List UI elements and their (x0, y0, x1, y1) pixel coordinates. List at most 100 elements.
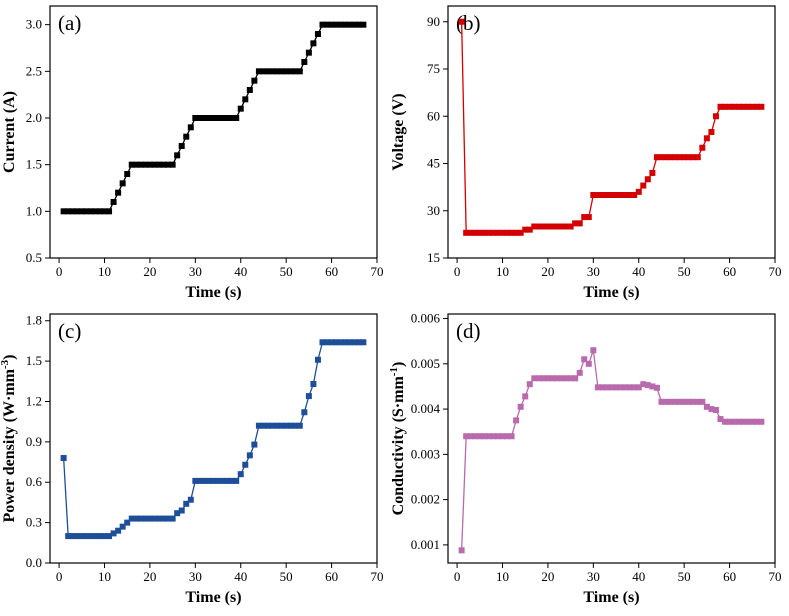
data-point (301, 409, 308, 416)
data-point (485, 433, 492, 440)
data-point (572, 220, 579, 227)
data-point (526, 226, 533, 233)
x-tick-label: 60 (325, 264, 338, 279)
y-tick-label: 1.5 (26, 353, 42, 368)
data-point (292, 68, 299, 75)
data-point (472, 433, 479, 440)
data-point (305, 393, 312, 400)
y-tick-label: 90 (427, 14, 440, 29)
data-point (458, 18, 465, 25)
plot-frame (447, 5, 776, 259)
data-point (160, 161, 167, 168)
data-point (287, 68, 294, 75)
chart-panel-b: 0 10 20 30 40 50 60 70 15 30 45 60 75 90 Time (s) Volta… (390, 5, 782, 301)
data-point (278, 422, 285, 429)
data-point (603, 384, 610, 391)
data-point (749, 418, 756, 425)
y-axis-label-suffix: ) (390, 362, 407, 367)
data-point (156, 161, 162, 168)
y-tick-label: 3.0 (26, 17, 42, 32)
data-point (685, 154, 692, 161)
data-point (124, 519, 131, 526)
data-point (251, 77, 258, 84)
data-point (260, 422, 267, 429)
data-point (146, 161, 153, 168)
data-point (119, 180, 126, 187)
data-point (499, 433, 506, 440)
x-tick-label: 20 (143, 569, 156, 584)
data-point (87, 208, 94, 215)
data-point (585, 360, 592, 367)
data-point (735, 103, 742, 110)
data-point (681, 154, 688, 161)
data-point (494, 229, 501, 236)
data-point (360, 339, 367, 346)
data-point (346, 339, 353, 346)
data-point (740, 418, 747, 425)
data-point (192, 477, 199, 484)
data-point (219, 477, 226, 484)
data-point (558, 223, 565, 230)
y-axis-label-text: Current (A) (1, 91, 18, 173)
data-point (603, 192, 610, 198)
data-point (753, 418, 760, 425)
data-point (337, 339, 344, 346)
data-point (699, 398, 706, 405)
x-tick-label: 0 (56, 264, 63, 279)
data-point (494, 433, 501, 440)
data-point (92, 533, 99, 540)
data-point (658, 154, 665, 161)
data-point (78, 533, 85, 540)
data-point (178, 143, 185, 149)
data-point (617, 192, 624, 198)
data-point (672, 398, 679, 405)
data-point (753, 103, 760, 110)
x-tick-label: 20 (143, 264, 156, 279)
data-point (635, 188, 642, 195)
data-point (192, 115, 199, 121)
data-point (499, 229, 506, 236)
y-tick-label: 0.004 (411, 401, 441, 416)
data-point (324, 339, 331, 346)
data-point (663, 398, 669, 405)
data-point (133, 161, 140, 168)
y-axis-label-superscript: -1 (388, 367, 400, 376)
data-point (599, 384, 606, 391)
data-point (260, 68, 267, 75)
y-tick-label: 0.005 (411, 356, 440, 371)
data-point (301, 59, 308, 65)
data-point (165, 161, 172, 168)
data-point (599, 192, 606, 198)
data-point (319, 339, 326, 346)
data-point (128, 161, 135, 168)
y-tick-label: 60 (427, 108, 440, 123)
x-tick-label: 70 (371, 569, 384, 584)
data-point (283, 422, 290, 429)
data-point (517, 403, 524, 410)
plot-frame (49, 5, 378, 259)
y-tick-label: 0.5 (26, 250, 42, 265)
data-point (60, 455, 67, 462)
data-point (672, 154, 679, 161)
data-point (508, 433, 515, 440)
data-point (310, 380, 317, 387)
data-point (115, 189, 122, 196)
data-point (337, 21, 344, 28)
data-point (156, 515, 162, 522)
data-point (96, 533, 103, 540)
data-point (215, 477, 222, 484)
data-point (137, 161, 144, 168)
data-point (151, 515, 158, 522)
data-point (296, 422, 303, 429)
data-point (567, 223, 574, 230)
data-point (712, 113, 719, 120)
x-tick-label: 60 (723, 264, 736, 279)
x-tick-label: 50 (678, 569, 691, 584)
chart-panel-a: 0 10 20 30 40 50 60 70 0.5 1.0 1.5 2.0 2.5 3.0 Time (s… (1, 5, 384, 301)
data-point (346, 21, 353, 28)
data-point (174, 510, 181, 517)
data-point (246, 452, 253, 459)
data-point (333, 21, 340, 28)
data-point (513, 417, 520, 424)
data-point (174, 152, 181, 159)
